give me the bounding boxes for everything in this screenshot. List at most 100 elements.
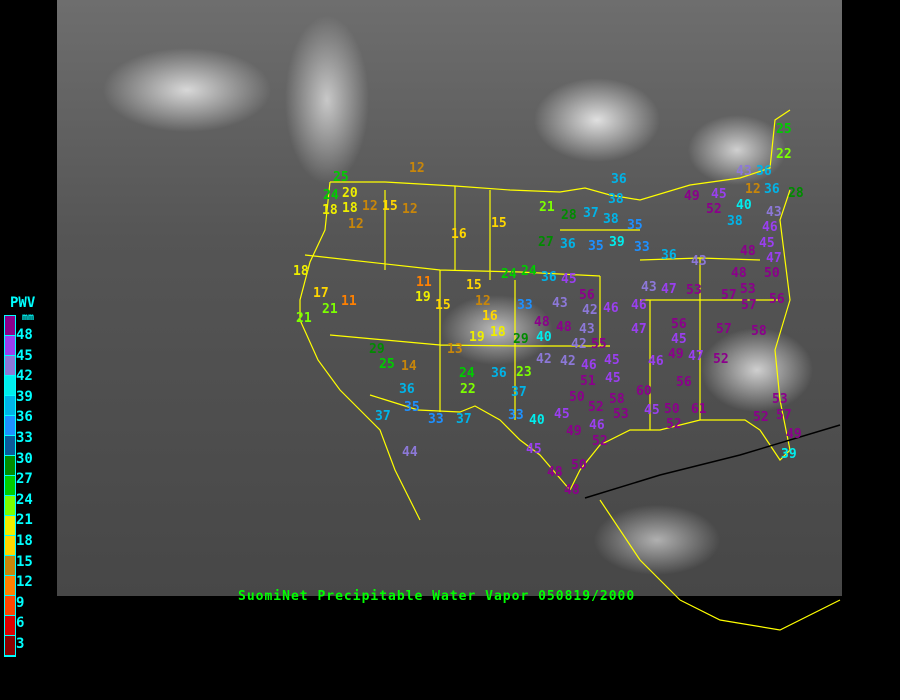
station-pwv-value: 11	[341, 294, 357, 309]
station-pwv-value: 37	[583, 206, 599, 221]
station-pwv-value: 52	[588, 400, 604, 415]
station-pwv-value: 49	[668, 347, 684, 362]
station-pwv-value: 50	[571, 458, 587, 473]
state-lines	[304, 186, 780, 430]
station-pwv-value: 46	[589, 418, 605, 433]
station-pwv-value: 24	[501, 267, 517, 282]
station-pwv-value: 45	[759, 236, 775, 251]
station-pwv-value: 55	[591, 337, 607, 352]
station-pwv-value: 45	[526, 442, 542, 457]
legend-tick-label: 15	[16, 553, 33, 570]
station-pwv-value: 45	[671, 332, 687, 347]
legend-band	[5, 476, 15, 496]
station-pwv-value: 53	[613, 407, 629, 422]
station-pwv-value: 40	[736, 198, 752, 213]
station-pwv-value: 27	[538, 235, 554, 250]
station-pwv-value: 45	[604, 353, 620, 368]
station-pwv-value: 46	[581, 358, 597, 373]
station-pwv-value: 33	[428, 412, 444, 427]
station-pwv-value: 36	[764, 182, 780, 197]
station-pwv-value: 46	[603, 301, 619, 316]
station-pwv-value: 56	[671, 317, 687, 332]
station-pwv-value: 37	[456, 412, 472, 427]
station-pwv-value: 28	[788, 186, 804, 201]
station-pwv-value: 45	[605, 371, 621, 386]
station-pwv-value: 33	[508, 408, 524, 423]
station-pwv-value: 15	[491, 216, 507, 231]
station-pwv-value: 57	[716, 322, 732, 337]
station-pwv-value: 36	[756, 164, 772, 179]
station-pwv-value: 48	[740, 244, 756, 259]
station-pwv-value: 25	[379, 357, 395, 372]
legend-band	[5, 356, 15, 376]
station-pwv-value: 38	[727, 214, 743, 229]
station-pwv-value: 57	[721, 288, 737, 303]
legend-tick-label: 9	[16, 594, 25, 611]
station-pwv-value: 47	[631, 322, 647, 337]
station-pwv-value: 15	[435, 298, 451, 313]
station-pwv-value: 42	[536, 352, 552, 367]
station-pwv-value: 47	[661, 282, 677, 297]
station-pwv-value: 19	[469, 330, 485, 345]
station-pwv-value: 11	[416, 275, 432, 290]
station-pwv-value: 48	[556, 320, 572, 335]
station-pwv-value: 48	[547, 465, 563, 480]
station-pwv-value: 36	[560, 237, 576, 252]
station-pwv-value: 48	[534, 315, 550, 330]
station-pwv-value: 58	[609, 392, 625, 407]
station-pwv-value: 56	[676, 375, 692, 390]
station-pwv-value: 44	[402, 445, 418, 460]
color-scale-legend	[4, 315, 16, 657]
station-pwv-value: 57	[741, 298, 757, 313]
legend-band	[5, 396, 15, 416]
legend-band	[5, 516, 15, 536]
legend-tick-label: 6	[16, 615, 25, 632]
station-pwv-value: 12	[402, 202, 418, 217]
station-pwv-value: 18	[293, 264, 309, 279]
station-pwv-value: 25	[333, 170, 349, 185]
station-pwv-value: 53	[686, 283, 702, 298]
station-pwv-value: 28	[561, 208, 577, 223]
station-pwv-value: 43	[736, 164, 752, 179]
station-pwv-value: 48	[564, 483, 580, 498]
satellite-image	[57, 0, 842, 596]
station-pwv-value: 38	[603, 212, 619, 227]
station-pwv-value: 46	[631, 298, 647, 313]
legend-tick-label: 18	[16, 533, 33, 549]
station-pwv-value: 17	[313, 286, 329, 301]
station-pwv-value: 43	[766, 205, 782, 220]
legend-band	[5, 336, 15, 356]
station-pwv-value: 37	[511, 385, 527, 400]
station-pwv-value: 50	[569, 390, 585, 405]
station-pwv-value: 46	[648, 354, 664, 369]
station-pwv-value: 49	[684, 189, 700, 204]
station-pwv-value: 42	[560, 354, 576, 369]
station-pwv-value: 36	[541, 270, 557, 285]
station-pwv-value: 21	[322, 302, 338, 317]
station-pwv-value: 39	[609, 235, 625, 250]
legend-band	[5, 436, 15, 456]
legend-tick-label: 30	[16, 450, 33, 467]
station-pwv-value: 18	[342, 201, 358, 216]
station-pwv-value: 14	[401, 359, 417, 374]
station-pwv-value: 24	[521, 264, 537, 279]
station-pwv-value: 45	[644, 403, 660, 418]
legend-band	[5, 616, 15, 636]
station-pwv-value: 29	[369, 342, 385, 357]
legend-band	[5, 596, 15, 616]
station-pwv-value: 20	[342, 186, 358, 201]
station-pwv-value: 25	[776, 122, 792, 137]
legend-band	[5, 416, 15, 436]
station-pwv-value: 53	[740, 282, 756, 297]
station-pwv-value: 24	[323, 188, 339, 203]
station-pwv-value: 33	[517, 298, 533, 313]
station-pwv-value: 35	[627, 218, 643, 233]
legend-unit: mm	[22, 312, 35, 323]
station-pwv-value: 57	[776, 408, 792, 423]
station-pwv-value: 35	[404, 400, 420, 415]
mexico-border	[369, 394, 571, 491]
station-pwv-value: 36	[399, 382, 415, 397]
station-pwv-value: 47	[766, 251, 782, 266]
station-pwv-value: 43	[691, 254, 707, 269]
